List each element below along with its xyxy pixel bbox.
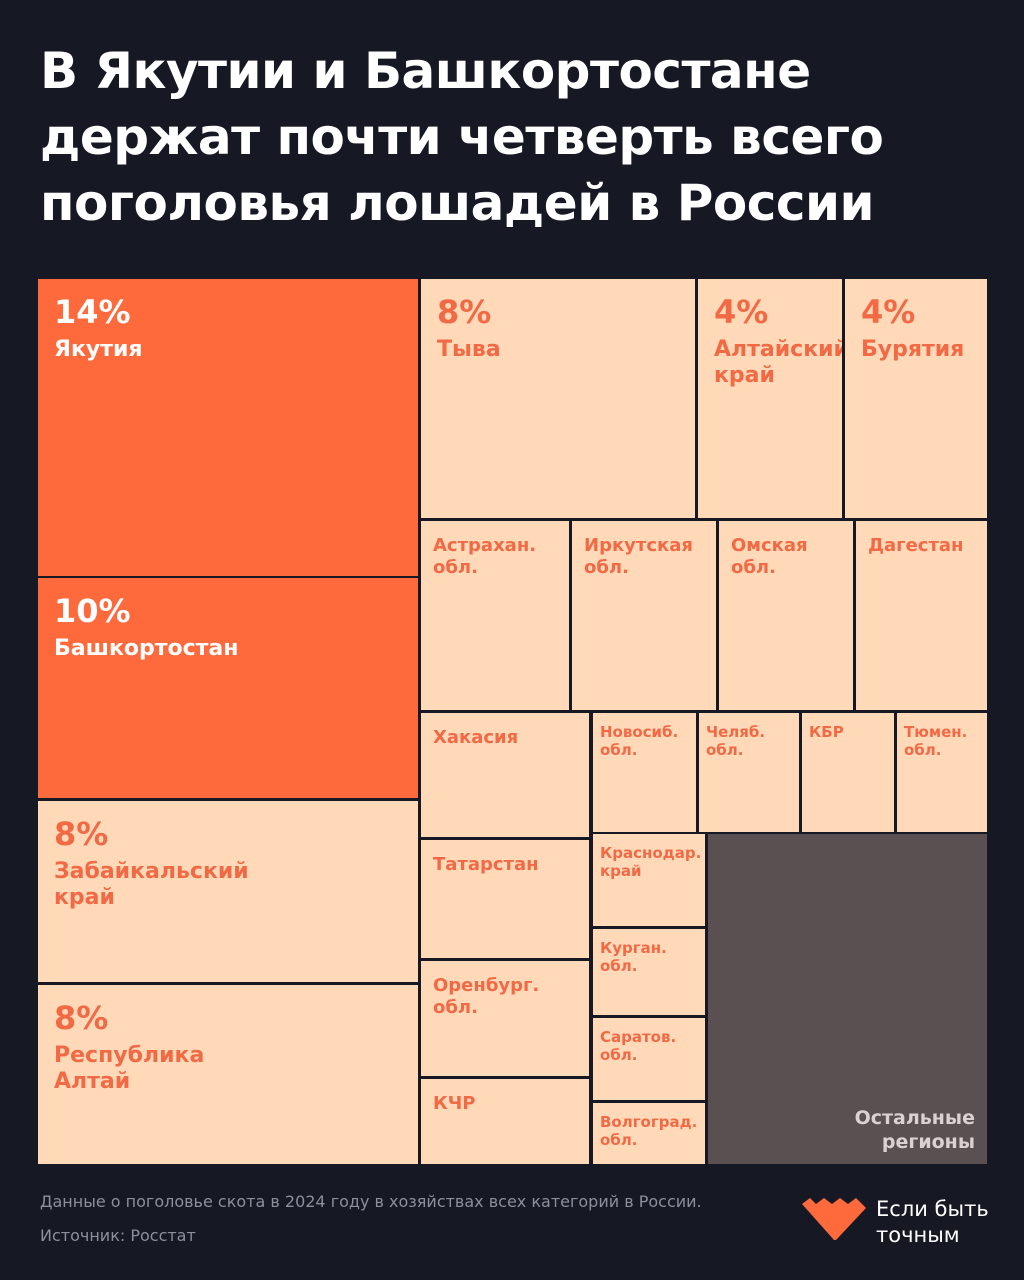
treemap-cell: Омская обл. <box>719 521 853 710</box>
treemap-cell: 4% Бурятия <box>845 279 987 518</box>
cell-region-label: Дагестан <box>868 535 964 556</box>
cell-value-label: 4% <box>714 293 769 331</box>
treemap-cell: 8% Тыва <box>421 279 695 518</box>
cell-region-label: Омская обл. <box>731 535 808 578</box>
cell-value-label: 8% <box>437 293 492 331</box>
cell-region-label: Тыва <box>437 337 501 362</box>
cell-region-label: Хакасия <box>433 727 519 748</box>
cell-region-label: КЧР <box>433 1093 476 1114</box>
treemap-cell: Волгоград. обл. <box>593 1103 705 1164</box>
cell-region-label: Саратов. обл. <box>600 1028 677 1064</box>
cell-value-label: 8% <box>54 999 109 1037</box>
cell-region-label: Волгоград. обл. <box>600 1113 698 1149</box>
cell-value-label: 14% <box>54 293 131 331</box>
cell-region-label: КБР <box>809 723 844 741</box>
cell-region-label: Башкортостан <box>54 636 239 661</box>
treemap-cell: Иркутская обл. <box>572 521 716 710</box>
cell-region-label: Новосиб. обл. <box>600 723 679 759</box>
treemap-cell: Оренбург. обл. <box>421 961 589 1076</box>
cell-region-label: Краснодар. край <box>600 844 702 880</box>
cell-region-label: Республика Алтай <box>54 1043 205 1094</box>
treemap-cell: Краснодар. край <box>593 834 705 926</box>
treemap-cell: 8% Забайкальский край <box>38 801 418 982</box>
treemap-cell: Татарстан <box>421 840 589 958</box>
cell-region-label: Алтайский край <box>714 337 842 388</box>
cell-value-label: 8% <box>54 815 109 853</box>
treemap-cell: Курган. обл. <box>593 929 705 1015</box>
cell-region-label: Бурятия <box>861 337 965 362</box>
cell-value-label: 4% <box>861 293 916 331</box>
logo-text: Если быть точным <box>876 1197 989 1247</box>
treemap-cell: 4% Алтайский край <box>698 279 842 518</box>
cell-value-label: 10% <box>54 592 131 630</box>
cell-region-label: Остальные регионы <box>854 1107 975 1153</box>
heart-pixel-logo-icon <box>802 1198 866 1240</box>
treemap-cell: 10% Башкортостан <box>38 578 418 798</box>
treemap-cell: КБР <box>802 713 894 832</box>
cell-region-label: Иркутская обл. <box>584 535 693 578</box>
cell-region-label: Челяб. обл. <box>706 723 766 759</box>
cell-region-label: Забайкальский край <box>54 859 249 910</box>
treemap-cell: Саратов. обл. <box>593 1018 705 1100</box>
cell-region-label: Курган. обл. <box>600 939 667 975</box>
footer-note: Данные о поголовье скота в 2024 году в х… <box>40 1192 702 1211</box>
treemap-cell: 14% Якутия <box>38 279 418 576</box>
treemap-cell: Хакасия <box>421 713 589 837</box>
footer-source: Источник: Росстат <box>40 1226 196 1245</box>
treemap-cell: Астрахан. обл. <box>421 521 569 710</box>
cell-region-label: Астрахан. обл. <box>433 535 537 578</box>
treemap-cell: Дагестан <box>856 521 987 710</box>
cell-region-label: Татарстан <box>433 854 539 875</box>
treemap-cell: КЧР <box>421 1079 589 1164</box>
treemap-cell: Новосиб. обл. <box>593 713 696 832</box>
treemap-cell: Челяб. обл. <box>699 713 799 832</box>
cell-region-label: Оренбург. обл. <box>433 975 540 1018</box>
treemap-cell: Остальные регионы <box>708 834 987 1164</box>
treemap-cell: 8% Республика Алтай <box>38 985 418 1164</box>
chart-title: В Якутии и Башкортостане держат почти че… <box>40 42 884 232</box>
cell-region-label: Якутия <box>54 337 143 362</box>
treemap-cell: Тюмен. обл. <box>897 713 987 832</box>
cell-region-label: Тюмен. обл. <box>904 723 968 759</box>
